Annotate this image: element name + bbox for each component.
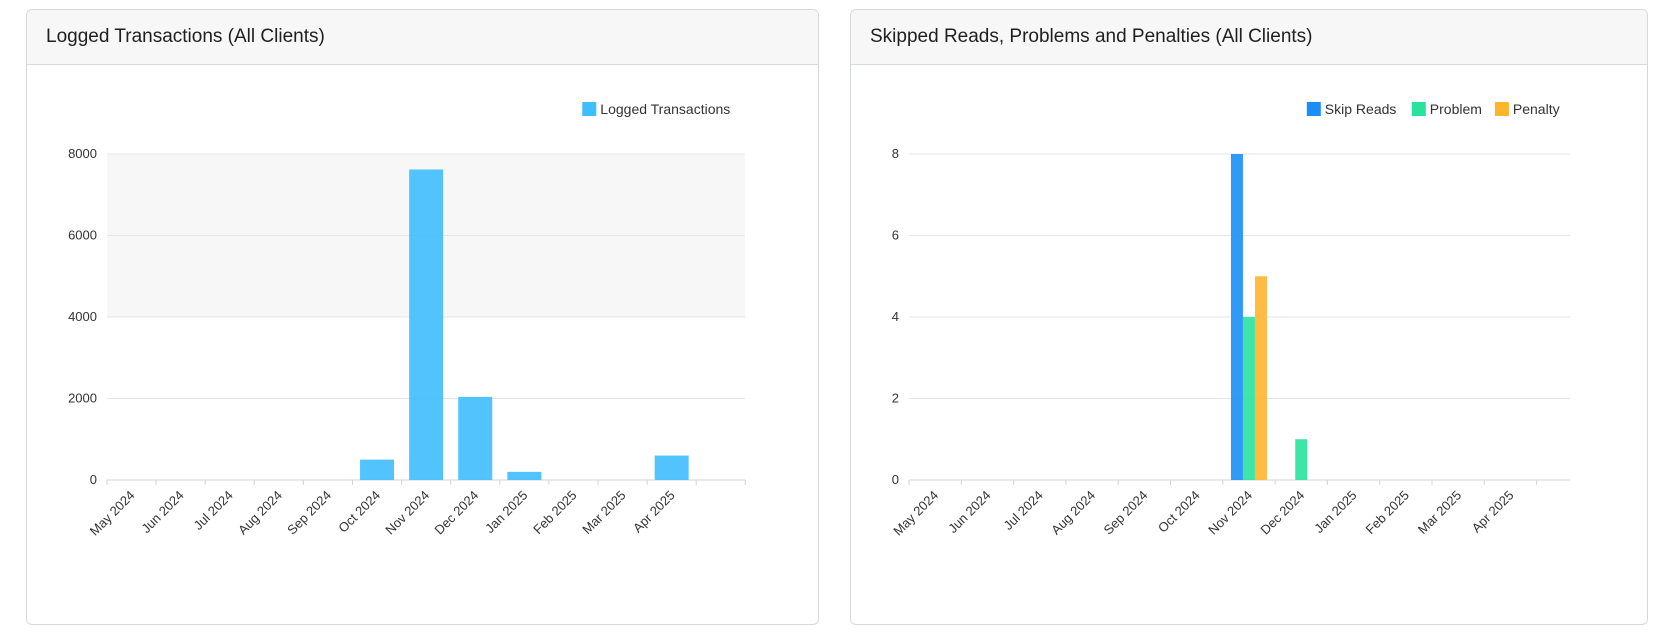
bar-logged-transactions-oct-2024[interactable] bbox=[360, 459, 395, 480]
card-title: Skipped Reads, Problems and Penalties (A… bbox=[851, 10, 1647, 65]
x-tick-label: Sep 2024 bbox=[284, 488, 334, 538]
y-tick-label: 0 bbox=[892, 472, 899, 487]
x-tick-label: Feb 2025 bbox=[1363, 488, 1412, 537]
x-tick-label: Nov 2024 bbox=[382, 488, 432, 538]
x-tick-label: Dec 2024 bbox=[431, 488, 481, 538]
bar-skip-reads-nov-2024[interactable] bbox=[1230, 154, 1243, 480]
logged-transactions-chart: 0 2000 4000 6000 8000 May 2024 Jun 2024 Jul 202… bbox=[68, 101, 746, 539]
x-tick-label: Dec 2024 bbox=[1257, 488, 1307, 538]
x-tick-label: Oct 2024 bbox=[335, 488, 383, 536]
legend-label-skip-reads[interactable]: Skip Reads bbox=[1325, 101, 1397, 117]
x-tick-label: Apr 2025 bbox=[630, 488, 678, 536]
legend-swatch-problem[interactable] bbox=[1411, 102, 1426, 116]
x-tick-label: Mar 2025 bbox=[1415, 488, 1464, 537]
legend-label-problem[interactable]: Problem bbox=[1430, 101, 1482, 117]
bar-logged-transactions-jan-2025[interactable] bbox=[507, 471, 542, 480]
bar-logged-transactions-nov-2024[interactable] bbox=[409, 169, 444, 481]
bar-problem-dec-2024[interactable] bbox=[1295, 439, 1308, 480]
y-tick-label: 4 bbox=[892, 309, 899, 324]
legend-swatch-skip-reads[interactable] bbox=[1306, 102, 1321, 116]
y-tick-label: 8000 bbox=[68, 146, 97, 161]
card-title: Logged Transactions (All Clients) bbox=[27, 10, 818, 65]
bar-logged-transactions-dec-2024[interactable] bbox=[458, 396, 493, 480]
y-tick-label: 8 bbox=[892, 146, 899, 161]
skipped-reads-card: Skipped Reads, Problems and Penalties (A… bbox=[850, 9, 1648, 625]
x-tick-label: Feb 2025 bbox=[530, 488, 579, 537]
legend-label-penalty[interactable]: Penalty bbox=[1513, 101, 1560, 117]
x-tick-label: Oct 2024 bbox=[1155, 488, 1203, 536]
x-tick-label: Apr 2025 bbox=[1469, 488, 1517, 536]
bar-penalty-nov-2024[interactable] bbox=[1254, 276, 1267, 480]
bar-logged-transactions-apr-2025[interactable] bbox=[654, 455, 689, 480]
bar-problem-nov-2024[interactable] bbox=[1242, 317, 1255, 480]
legend-swatch-penalty[interactable] bbox=[1494, 102, 1509, 116]
x-tick-label: Jun 2024 bbox=[945, 488, 993, 536]
x-tick-label: Nov 2024 bbox=[1205, 488, 1255, 538]
logged-transactions-card: Logged Transactions (All Clients) 0 2000 4… bbox=[26, 9, 819, 625]
legend-swatch-logged-transactions[interactable] bbox=[582, 102, 597, 116]
x-tick-label: Mar 2025 bbox=[579, 488, 628, 537]
legend-label-logged-transactions[interactable]: Logged Transactions bbox=[600, 101, 730, 117]
x-tick-label: May 2024 bbox=[890, 488, 941, 539]
y-tick-label: 6 bbox=[892, 228, 899, 243]
y-tick-label: 0 bbox=[90, 472, 97, 487]
x-tick-label: Jul 2024 bbox=[191, 488, 236, 533]
x-tick-label: Aug 2024 bbox=[235, 488, 285, 538]
skipped-reads-chart: 0 2 4 6 8 May 2024 Jun 2024 Jul 2024 Aug 2024 Sep… bbox=[890, 101, 1570, 539]
x-tick-label: Aug 2024 bbox=[1048, 488, 1098, 538]
x-tick-label: Jan 2025 bbox=[1311, 488, 1359, 536]
x-tick-label: Jun 2024 bbox=[138, 488, 186, 536]
y-tick-label: 4000 bbox=[68, 309, 97, 324]
x-tick-label: Jul 2024 bbox=[1001, 488, 1046, 533]
y-tick-label: 6000 bbox=[68, 228, 97, 243]
y-tick-label: 2000 bbox=[68, 391, 97, 406]
x-tick-label: Jan 2025 bbox=[482, 488, 530, 536]
x-tick-label: Sep 2024 bbox=[1100, 488, 1150, 538]
y-tick-label: 2 bbox=[892, 391, 899, 406]
x-tick-label: May 2024 bbox=[87, 488, 138, 539]
